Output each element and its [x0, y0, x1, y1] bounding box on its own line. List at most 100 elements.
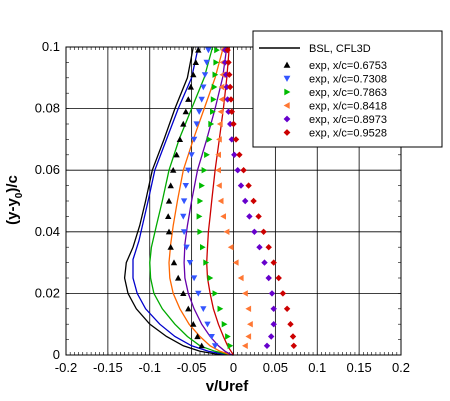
data-point [225, 108, 232, 115]
data-point [221, 59, 229, 66]
data-point [183, 244, 190, 251]
data-point [223, 83, 230, 91]
data-point [208, 120, 215, 128]
legend-label: exp, x/c=0.7308 [309, 74, 387, 86]
data-point [275, 274, 282, 282]
data-point [213, 59, 220, 66]
data-point [228, 108, 235, 115]
x-tick-label: -0.2 [55, 360, 77, 375]
cfd-line [168, 46, 234, 356]
x-tick-label: 0 [230, 360, 237, 375]
data-point [223, 228, 230, 235]
x-tick-label: 0.2 [392, 360, 410, 375]
data-point [175, 274, 182, 281]
legend-label: exp, x/c=0.7863 [309, 87, 387, 99]
legend-marker [283, 115, 291, 123]
data-point [204, 151, 210, 158]
data-point [232, 259, 239, 266]
data-point [211, 83, 218, 91]
data-point [165, 197, 173, 204]
data-point [231, 151, 238, 158]
data-point [197, 197, 204, 205]
data-point [165, 228, 173, 235]
data-point [180, 229, 188, 235]
data-point [227, 120, 234, 128]
data-point [203, 59, 210, 66]
data-point [287, 321, 294, 328]
data-point [218, 83, 225, 91]
x-axis-title: v/Uref [206, 378, 250, 395]
data-point [247, 321, 253, 328]
x-tick-labels: -0.2 -0.15 -0.1 -0.05 0 0.05 0.1 0.15 0.2 [55, 360, 410, 375]
y-tick-label: 0.04 [35, 224, 60, 239]
data-point [182, 108, 189, 115]
data-point [170, 259, 178, 266]
data-point [195, 46, 202, 53]
data-point [261, 259, 268, 266]
data-point [196, 109, 203, 115]
data-point [180, 213, 187, 220]
x-tick-label: 0.1 [308, 360, 326, 375]
data-point [219, 71, 226, 78]
data-point [211, 343, 219, 349]
data-point [206, 136, 213, 143]
y-tick-labels: 0 0.02 0.04 0.06 0.08 0.1 [35, 39, 60, 362]
data-point [214, 46, 220, 54]
data-point [268, 333, 275, 340]
data-point [196, 213, 203, 220]
data-point [230, 120, 237, 128]
data-point [232, 136, 240, 143]
data-point [227, 244, 234, 251]
data-point [242, 197, 249, 205]
data-point [279, 290, 287, 297]
data-point [242, 342, 248, 349]
legend-marker [283, 75, 291, 82]
data-point [217, 305, 224, 312]
data-point [185, 305, 192, 312]
data-point [170, 167, 177, 173]
cfd-line [183, 46, 234, 356]
data-point [201, 167, 208, 174]
data-point [190, 275, 198, 282]
data-point [237, 182, 245, 189]
data-point [198, 96, 205, 103]
data-point [204, 321, 211, 328]
data-point [245, 305, 252, 312]
data-point [203, 259, 210, 266]
data-point [236, 151, 243, 158]
data-point [224, 96, 231, 103]
data-point [195, 290, 202, 297]
legend-marker [283, 102, 290, 109]
data-point [185, 96, 192, 102]
data-point [180, 198, 188, 205]
data-point [225, 59, 232, 66]
data-point [217, 108, 224, 115]
data-point [180, 120, 187, 127]
cfd-line [206, 46, 235, 356]
data-point [201, 72, 209, 78]
y-tick-label: 0.02 [35, 285, 60, 300]
data-point [256, 244, 263, 251]
data-point [290, 342, 297, 349]
data-point [198, 342, 205, 349]
data-point [227, 96, 235, 103]
data-point [165, 213, 172, 219]
data-point [197, 228, 204, 235]
data-point [220, 213, 226, 220]
data-point [270, 259, 277, 266]
data-point [225, 333, 231, 340]
legend-marker [283, 61, 291, 68]
data-point [212, 71, 219, 78]
data-point [270, 321, 277, 328]
data-point [263, 342, 271, 349]
data-point [265, 244, 272, 251]
y-tick-label: 0.06 [35, 162, 60, 177]
x-tick-label: 0.05 [263, 360, 288, 375]
x-tick-label: -0.1 [139, 360, 161, 375]
data-point [194, 333, 201, 340]
data-point [192, 59, 199, 65]
data-point [215, 151, 221, 158]
data-point [250, 197, 257, 205]
data-point [226, 71, 233, 78]
